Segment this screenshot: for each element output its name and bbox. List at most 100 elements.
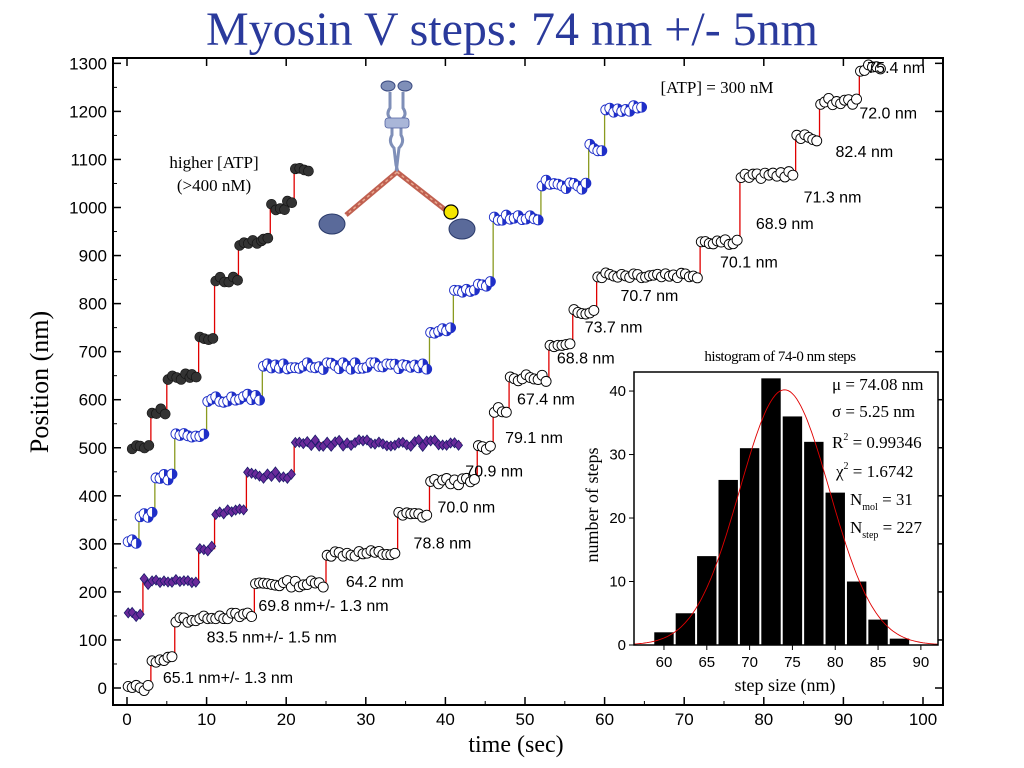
hist-x-tick-label: 60 bbox=[656, 654, 673, 671]
y-tick-label: 0 bbox=[98, 679, 107, 698]
step-size-label: 70.9 nm bbox=[465, 464, 523, 481]
step-size-label: 68.9 nm bbox=[756, 216, 814, 233]
histogram-frame bbox=[633, 371, 939, 646]
y-tick-label: 200 bbox=[79, 583, 107, 602]
histogram-bar bbox=[739, 448, 760, 645]
data-point bbox=[262, 232, 274, 244]
x-tick-label: 20 bbox=[277, 710, 296, 729]
x-tick-label: 60 bbox=[595, 710, 614, 729]
data-point bbox=[484, 440, 496, 452]
histogram-gaussian-fit bbox=[633, 389, 939, 645]
step-size-label: 67.4 nm bbox=[517, 392, 575, 409]
data-point-fill bbox=[203, 429, 209, 440]
data-point bbox=[362, 434, 372, 446]
step-size-label: 72.0 nm bbox=[859, 106, 917, 123]
data-point-fill bbox=[641, 102, 647, 113]
data-point-fill bbox=[259, 395, 265, 406]
data-point bbox=[127, 606, 137, 619]
data-point bbox=[691, 272, 703, 284]
data-point-fill bbox=[585, 178, 591, 189]
annotation-higher-atp-conc: (>400 nM) bbox=[177, 176, 251, 195]
histogram-bar bbox=[846, 581, 867, 645]
step-size-label: 78.8 nm bbox=[414, 536, 472, 553]
y-tick-label: 600 bbox=[79, 391, 107, 410]
x-tick-label: 70 bbox=[675, 710, 694, 729]
y-tick-label: 700 bbox=[79, 343, 107, 362]
histogram-bar bbox=[804, 441, 824, 645]
data-point bbox=[191, 576, 201, 588]
data-point bbox=[322, 436, 332, 448]
series-dark-filled-circle bbox=[126, 163, 314, 455]
data-point-fill bbox=[450, 322, 456, 333]
data-point bbox=[262, 468, 273, 480]
data-point bbox=[811, 135, 823, 147]
x-tick-label: 50 bbox=[516, 710, 535, 729]
main-plot-data bbox=[122, 59, 886, 697]
data-point bbox=[469, 474, 480, 485]
data-point-fill bbox=[426, 364, 432, 375]
data-point bbox=[731, 234, 743, 246]
y-tick-label: 100 bbox=[79, 631, 107, 650]
step-size-label: 70.0 nm bbox=[437, 500, 495, 517]
main-plot-frame bbox=[112, 57, 944, 706]
series-purple-diamond bbox=[123, 434, 464, 623]
data-point bbox=[166, 651, 178, 663]
step-size-label: 79.1 nm bbox=[505, 430, 563, 447]
x-tick-label: 10 bbox=[197, 710, 216, 729]
data-point-fill bbox=[171, 469, 177, 480]
step-fit-line bbox=[127, 67, 884, 689]
step-size-label: 82.4 nm bbox=[835, 144, 893, 161]
y-tick-label: 400 bbox=[79, 487, 107, 506]
x-tick-label: 0 bbox=[122, 710, 131, 729]
myosin-v-schematic bbox=[318, 80, 476, 240]
histogram-bar bbox=[782, 416, 803, 645]
histogram-bar bbox=[761, 378, 781, 645]
x-tick-label: 30 bbox=[356, 710, 375, 729]
histogram-bar bbox=[697, 556, 717, 645]
step-size-label: 70.7 nm bbox=[621, 288, 679, 305]
data-point bbox=[310, 434, 320, 446]
data-point bbox=[286, 197, 298, 209]
data-point bbox=[389, 547, 401, 559]
histogram-fit-stats: μ = 74.08 nm σ = 5.25 nm R2 = 0.99346 χ2… bbox=[832, 375, 923, 541]
data-point bbox=[239, 504, 249, 516]
data-point-fill bbox=[601, 145, 607, 156]
step-size-label: 68.8 nm bbox=[557, 351, 615, 368]
annotation-higher-atp: higher [ATP] bbox=[169, 153, 258, 172]
x-tick-label: 80 bbox=[754, 710, 773, 729]
step-size-label: 75.4 nm bbox=[867, 60, 925, 77]
gaussian-fit-curve bbox=[633, 389, 939, 645]
y-tick-label: 900 bbox=[79, 247, 107, 266]
data-point bbox=[450, 437, 460, 449]
hist-y-tick-label: 0 bbox=[618, 637, 626, 654]
data-point bbox=[874, 63, 886, 75]
hist-y-tick-label: 10 bbox=[609, 574, 626, 591]
x-tick-label: 100 bbox=[909, 710, 937, 729]
series-open-circle bbox=[122, 59, 886, 697]
hist-x-tick-label: 70 bbox=[741, 654, 758, 671]
histogram-y-axis-label: number of steps bbox=[582, 448, 602, 563]
histogram-inset-background bbox=[626, 370, 938, 646]
data-point bbox=[286, 468, 296, 480]
y-tick-label: 500 bbox=[79, 439, 107, 458]
step-fit-line bbox=[127, 108, 645, 543]
stat-chi-squared: χ2 = 1.6742 bbox=[835, 461, 913, 481]
data-point bbox=[454, 439, 464, 451]
histogram-bar bbox=[718, 479, 738, 645]
stat-mu: μ = 74.08 nm bbox=[832, 375, 923, 394]
data-point bbox=[246, 611, 258, 622]
step-size-label: 69.8 nm+/- 1.3 nm bbox=[258, 598, 388, 615]
y-tick-label: 1100 bbox=[70, 150, 107, 169]
y-tick-label: 1000 bbox=[69, 199, 107, 218]
histogram-title: histogram of 74-0 nm steps bbox=[704, 349, 856, 365]
data-point bbox=[232, 274, 243, 286]
step-size-labels: 75.4 nm 72.0 nm 82.4 nm 71.3 nm 68.9 nm 70.1 … bbox=[163, 60, 925, 687]
series-blue-half-circle bbox=[122, 100, 648, 549]
data-point bbox=[588, 304, 600, 316]
y-axis-label: Position (nm) bbox=[25, 311, 54, 453]
histogram-bar bbox=[825, 492, 845, 645]
histogram-bar bbox=[889, 638, 910, 645]
data-point bbox=[139, 572, 149, 585]
y-tick-label: 1200 bbox=[69, 102, 107, 121]
